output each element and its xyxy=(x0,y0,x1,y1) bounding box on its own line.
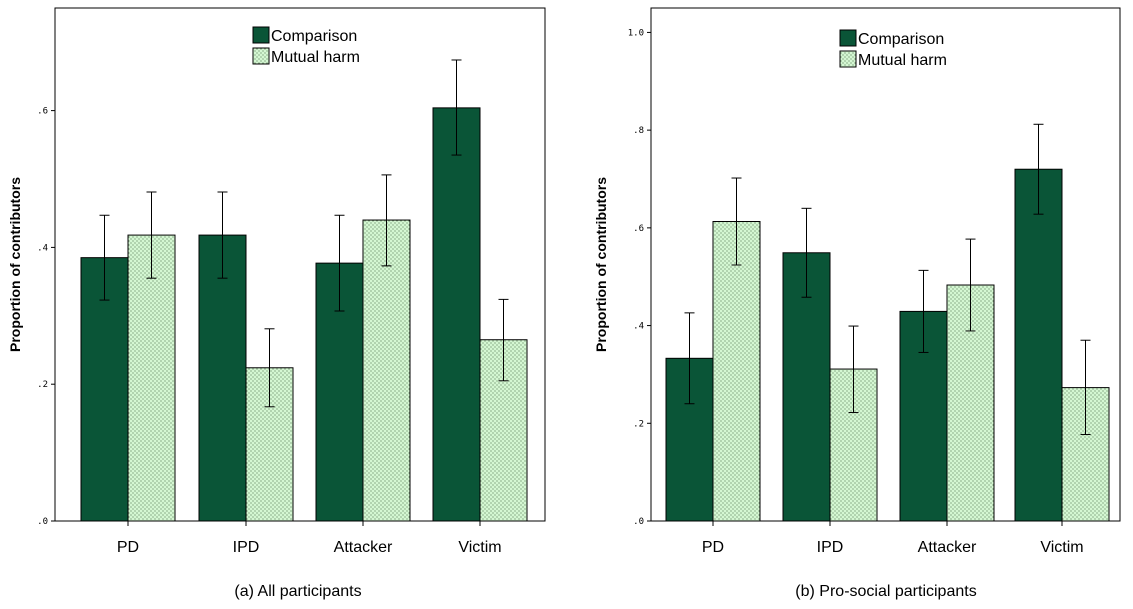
bar-mutual-harm-pd xyxy=(127,234,176,522)
category-label-pd: PD xyxy=(702,539,724,556)
legend-swatch-comparison xyxy=(252,26,270,44)
category-label-attacker: Attacker xyxy=(334,539,393,556)
legend-label-comparison: Comparison xyxy=(858,31,944,48)
category-label-ipd: IPD xyxy=(817,539,844,556)
y-axis-title: Proportion of contributors xyxy=(7,177,23,352)
category-label-attacker: Attacker xyxy=(918,539,977,556)
y-axis-title: Proportion of contributors xyxy=(593,177,609,352)
legend-swatch-mutual-harm xyxy=(252,47,270,65)
legend-label-mutual-harm: Mutual harm xyxy=(858,52,947,69)
y-tick-label: .0 xyxy=(633,517,644,527)
y-tick-label: 1.0 xyxy=(628,28,644,38)
y-tick-label: .6 xyxy=(37,107,48,117)
plot-frame xyxy=(54,7,546,522)
plot-frame xyxy=(650,7,1121,522)
figure-caption: (a) All participants xyxy=(234,583,361,600)
bar-comparison-victim xyxy=(1014,168,1063,522)
category-label-victim: Victim xyxy=(1040,539,1083,556)
y-tick-label: .2 xyxy=(37,380,48,390)
y-tick-label: .4 xyxy=(633,322,644,332)
category-label-ipd: IPD xyxy=(233,539,260,556)
figure-caption: (b) Pro-social participants xyxy=(795,583,976,600)
chart-pro-social-participants: .0 .2 .4 .6 .8 1.0 Proportion of contributors P… xyxy=(593,7,1121,600)
y-tick-label: .0 xyxy=(37,517,48,527)
bar-comparison-victim xyxy=(432,107,481,522)
y-tick-label: .6 xyxy=(633,224,644,234)
bar-mutual-harm-attacker xyxy=(362,219,411,522)
category-label-victim: Victim xyxy=(458,539,501,556)
bar-mutual-harm-pd xyxy=(712,221,761,522)
category-label-pd: PD xyxy=(117,539,139,556)
legend-swatch-mutual-harm xyxy=(839,50,857,68)
y-tick-label: .4 xyxy=(37,243,48,253)
y-tick-label: .2 xyxy=(633,419,644,429)
y-tick-label: .8 xyxy=(633,126,644,136)
bar-comparison-pd xyxy=(80,257,129,522)
legend-label-mutual-harm: Mutual harm xyxy=(271,49,360,66)
legend-label-comparison: Comparison xyxy=(271,28,357,45)
legend-swatch-comparison xyxy=(839,29,857,47)
chart-all-participants: .0 .2 .4 .6 Proportion of contributors PD IPD A… xyxy=(7,7,546,600)
